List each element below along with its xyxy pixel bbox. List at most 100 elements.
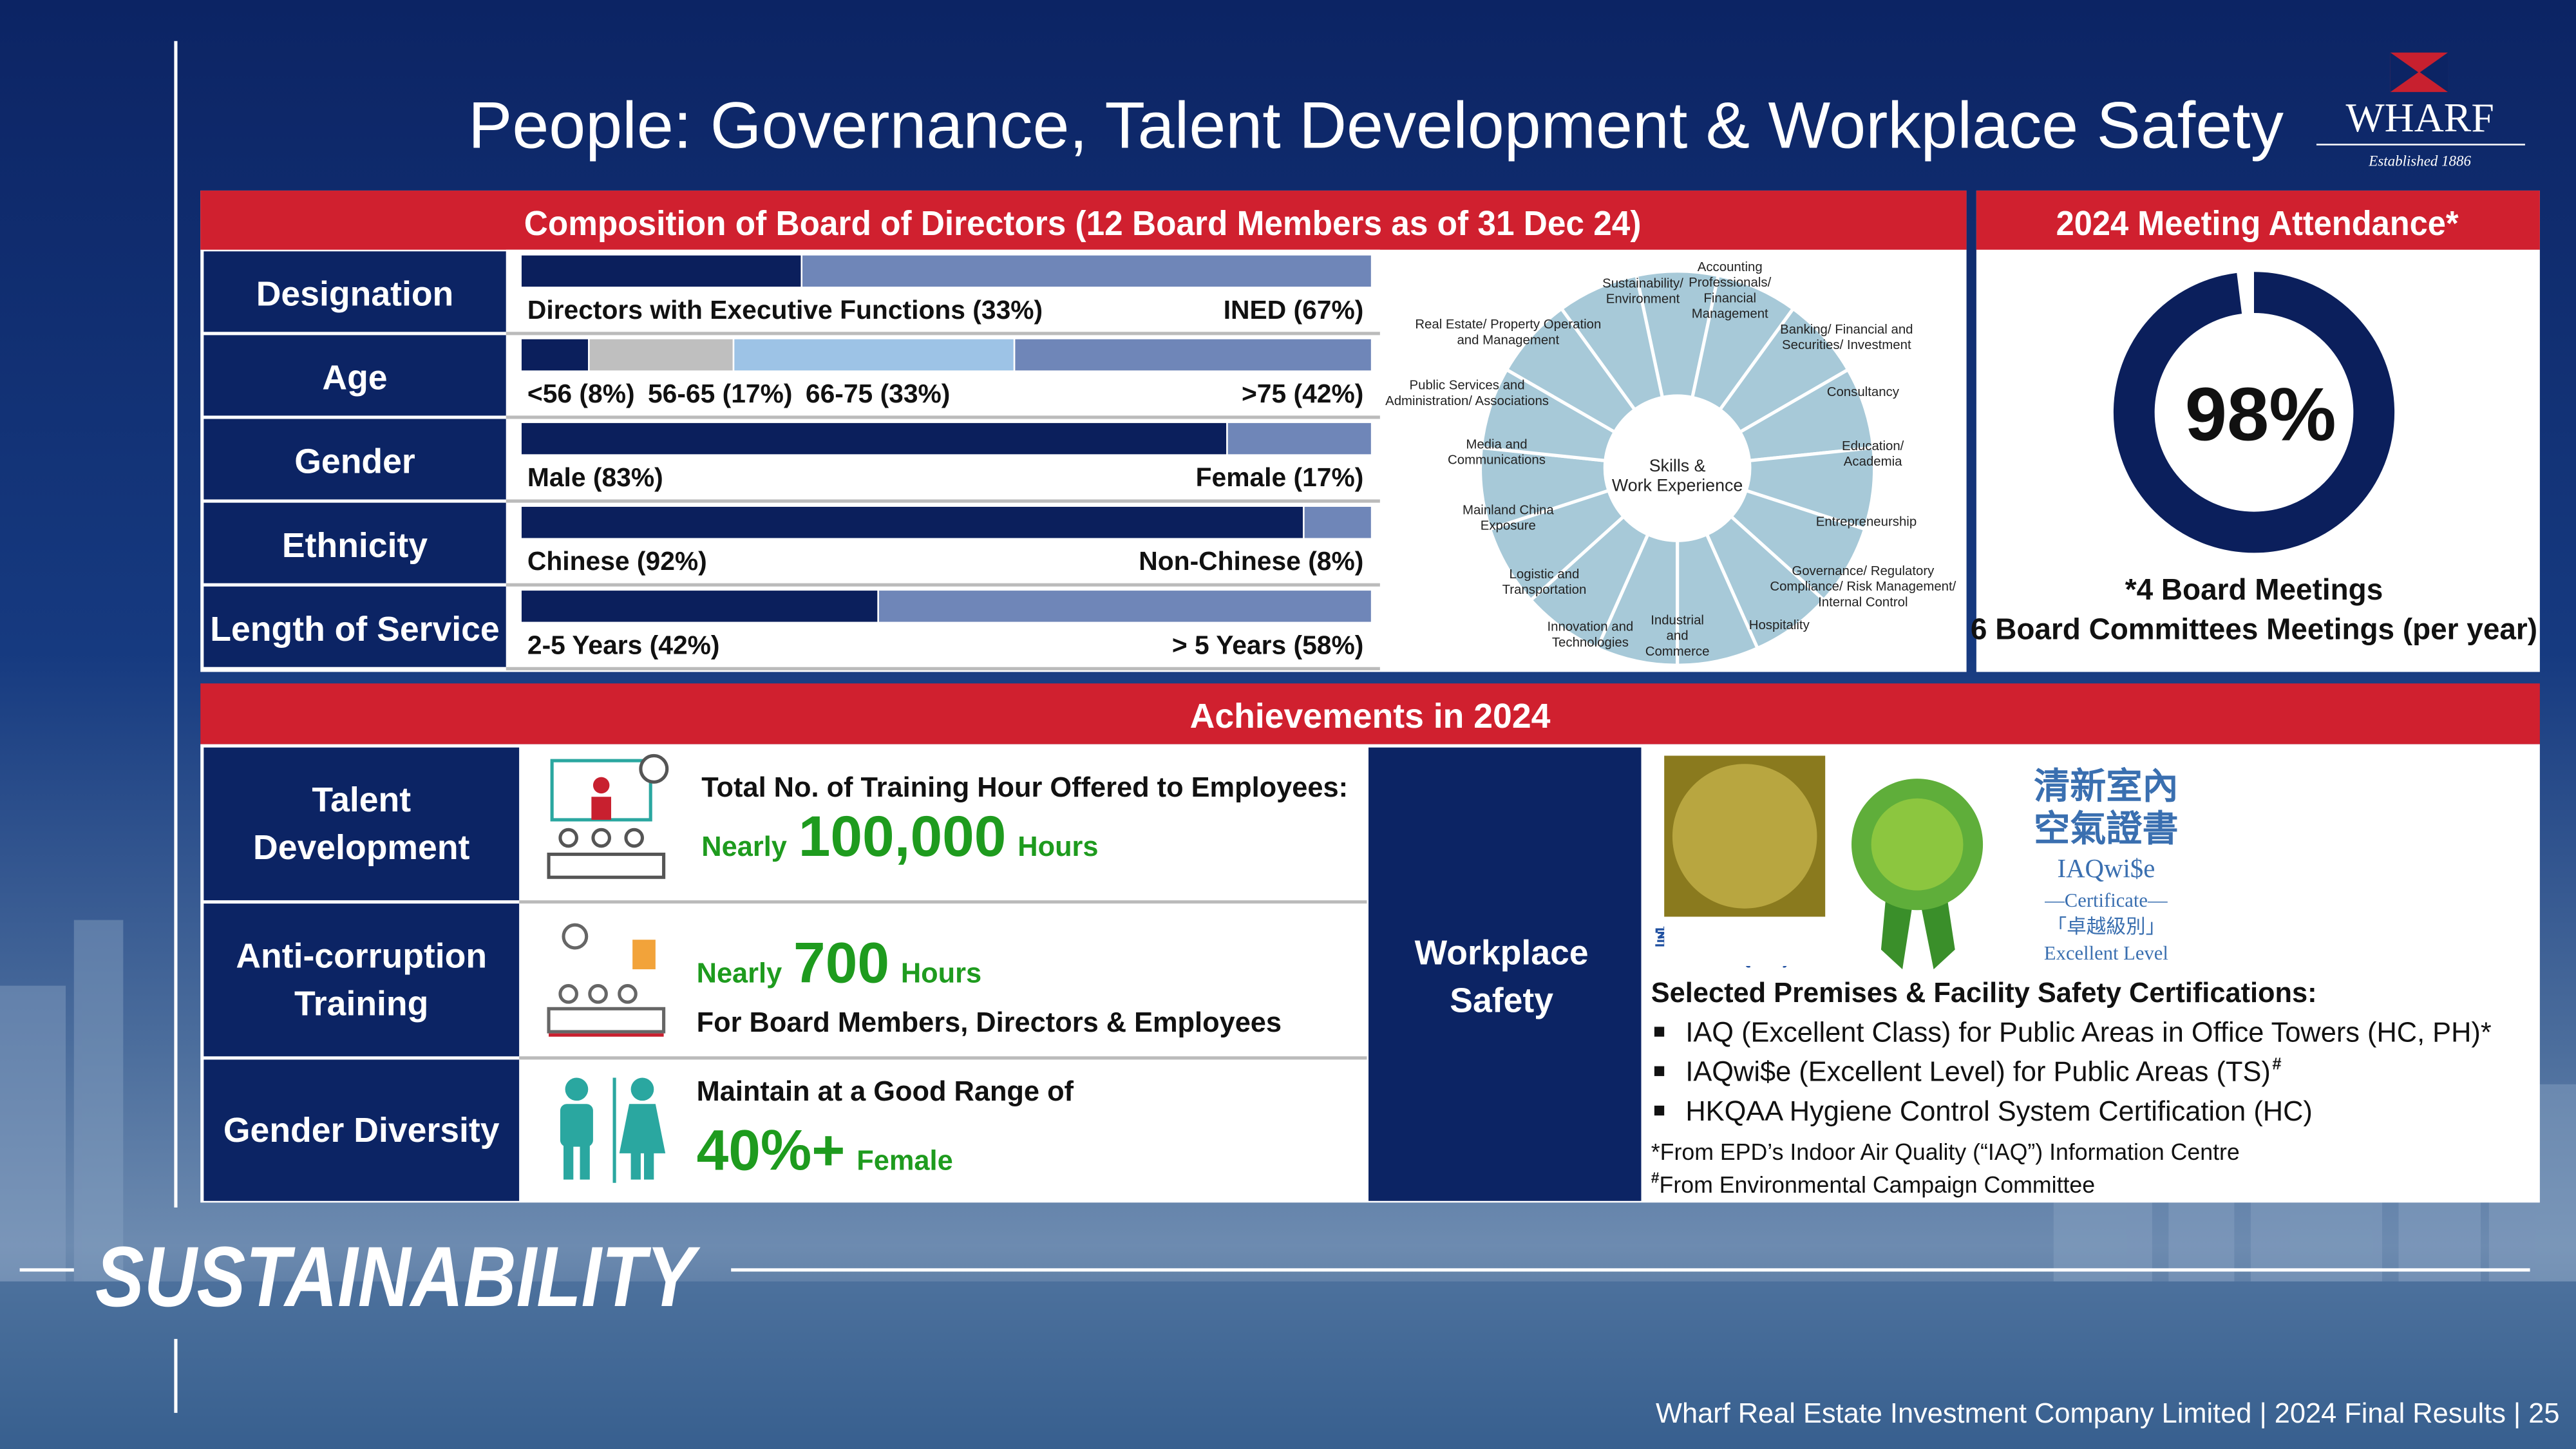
- attendance-title: 2024 Meeting Attendance*: [2056, 205, 2459, 243]
- bar-label: Female (17%): [1196, 462, 1364, 492]
- skill-label: Administration/ Associations: [1385, 394, 1549, 408]
- logo-text: WHARF: [2346, 95, 2494, 140]
- badge-text: —Certificate—: [2044, 889, 2168, 911]
- badge-text: 空氣證書: [2034, 808, 2178, 849]
- skill-label: Financial: [1703, 291, 1756, 305]
- row-label: Gender: [294, 443, 415, 481]
- ach-unit: Nearly: [697, 958, 782, 989]
- bar-segment: [800, 254, 1373, 289]
- footer: SUSTAINABILITY Wharf Real Estate Investme…: [95, 1229, 2560, 1429]
- footer-text: Wharf Real Estate Investment Company Lim…: [1656, 1398, 2559, 1429]
- bar-label: >75 (42%): [1242, 379, 1363, 408]
- gender-icon: [560, 1077, 666, 1183]
- ach-unit: Nearly: [701, 831, 787, 862]
- row-label-cell: [204, 419, 506, 500]
- row-label: Age: [322, 359, 387, 397]
- skill-label: Mainland China: [1463, 503, 1554, 517]
- badge-text: IAQwi$e: [2057, 854, 2155, 883]
- cert-item: HKQAA Hygiene Control System Certificati…: [1685, 1096, 2313, 1127]
- superscript: #: [1651, 1170, 1660, 1186]
- badge-text: Excellent Level: [2044, 942, 2168, 964]
- cert-item: IAQwi$e (Excellent Level) for Public Are…: [1685, 1057, 2270, 1088]
- skill-label: Transportation: [1502, 583, 1587, 597]
- achievements-header: [200, 683, 2540, 744]
- ach-unit: Female: [857, 1145, 952, 1176]
- ach-label: Talent: [312, 781, 411, 819]
- row-label-cell: [204, 502, 506, 583]
- row-label-cell: [204, 335, 506, 416]
- ach-heading: Total No. of Training Hour Offered to Em…: [701, 772, 1348, 803]
- skill-label: Entrepreneurship: [1816, 515, 1917, 529]
- skill-label: Hospitality: [1749, 618, 1810, 632]
- skill-label: Accounting: [1698, 260, 1763, 274]
- bar-label: Male (83%): [527, 462, 663, 492]
- skill-label: Exposure: [1481, 519, 1536, 533]
- cert-item: IAQ (Excellent Class) for Public Areas i…: [1685, 1017, 2492, 1048]
- board-header: [200, 190, 1967, 250]
- attendance-note: *4 Board Meetings: [2125, 573, 2383, 606]
- water: [0, 1281, 2576, 1449]
- skill-label: Commerce: [1645, 645, 1710, 659]
- skill-label: Securities/ Investment: [1782, 338, 1911, 352]
- attendance-note: 6 Board Committees Meetings (per year): [1971, 612, 2537, 645]
- skill-label: and Management: [1457, 333, 1559, 347]
- bar-segment: [877, 589, 1373, 624]
- certification-badges: [1664, 755, 1984, 970]
- ach-label: Workplace: [1415, 934, 1589, 972]
- wheel-center: [1605, 395, 1750, 541]
- bullet: [1654, 1027, 1665, 1037]
- superscript: #: [2272, 1056, 2281, 1074]
- attendance-header: [1976, 190, 2540, 250]
- anti-corruption-icon: [547, 923, 666, 1037]
- ach-unit: Hours: [901, 958, 981, 989]
- bar-label: Directors with Executive Functions (33%): [527, 295, 1043, 325]
- skill-label: Logistic and: [1510, 567, 1580, 582]
- row-label: Designation: [256, 275, 454, 313]
- ach-label: Gender Diversity: [223, 1112, 500, 1150]
- logo: [2316, 52, 2525, 146]
- skill-label: Education/: [1842, 439, 1904, 453]
- bar-label: Chinese (92%): [527, 546, 707, 576]
- row-label: Length of Service: [210, 611, 499, 649]
- ach-note: For Board Members, Directors & Employees: [697, 1007, 1282, 1038]
- skill-label: Industrial: [1651, 613, 1704, 627]
- wheel-center-label: Work Experience: [1612, 476, 1743, 495]
- bar-segment: [520, 505, 1305, 540]
- skill-label: Banking/ Financial and: [1780, 323, 1913, 337]
- ach-label: Anti-corruption: [236, 938, 487, 976]
- bullet: [1654, 1066, 1665, 1076]
- skill-label: Technologies: [1552, 636, 1629, 650]
- skill-label: Governance/ Regulatory: [1792, 564, 1935, 578]
- bar-segment: [520, 254, 803, 289]
- ach-label: Development: [253, 829, 469, 867]
- bar-segment: [1013, 337, 1373, 372]
- bar-label: > 5 Years (58%): [1172, 630, 1364, 659]
- row-label: Ethnicity: [282, 527, 428, 565]
- badge-text: 清新室內: [2034, 766, 2178, 806]
- training-icon: [547, 753, 669, 879]
- achievements-title: Achievements in 2024: [1190, 697, 1551, 735]
- bar-label: 66-75 (33%): [806, 379, 951, 408]
- ach-label: Training: [294, 985, 428, 1023]
- skill-label: Media and: [1466, 437, 1527, 451]
- badge-text: 「卓越級別」: [2047, 916, 2166, 938]
- board-title: Composition of Board of Directors (12 Bo…: [524, 205, 1642, 243]
- bar-label: 2-5 Years (42%): [527, 630, 720, 659]
- skill-label: Real Estate/ Property Operation: [1415, 317, 1601, 332]
- board-table: Designation Directors with Executive Func…: [204, 249, 1380, 670]
- ach-figure: 40%+: [697, 1117, 846, 1182]
- ach-figure: 100,000: [799, 804, 1007, 868]
- skill-label: Academia: [1844, 455, 1902, 469]
- bar-segment: [1303, 505, 1373, 540]
- ach-heading: Maintain at a Good Range of: [697, 1076, 1074, 1107]
- attendance-panel: [1976, 190, 2540, 672]
- logo-established: Established 1886: [2368, 153, 2471, 169]
- slide-title: People: Governance, Talent Development &…: [468, 89, 2284, 162]
- bar-segment: [520, 421, 1228, 456]
- skill-label: Innovation and: [1547, 620, 1633, 634]
- ach-label-cell: [1368, 747, 1642, 1201]
- ach-label-cell: [204, 1059, 520, 1201]
- bar-segment: [520, 337, 590, 372]
